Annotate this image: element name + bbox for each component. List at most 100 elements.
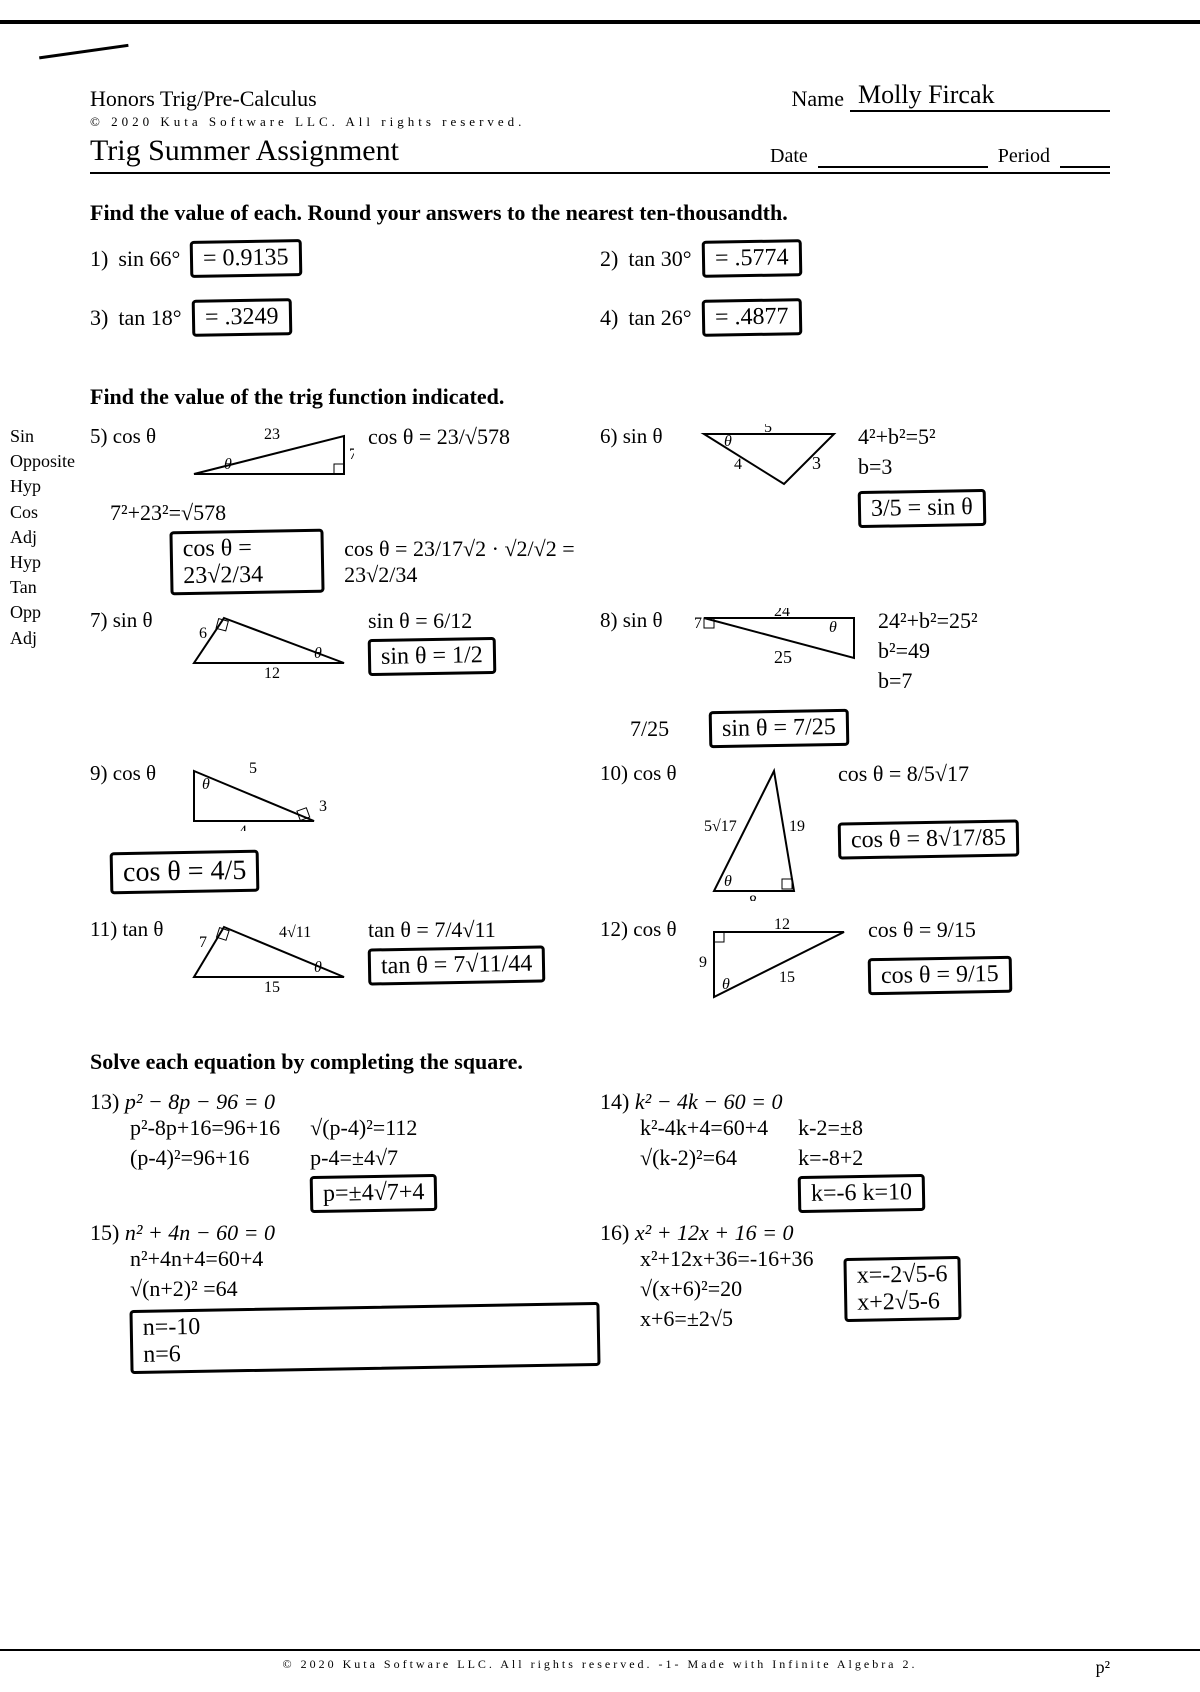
p5w3: cos θ = 23/17√2 · √2/√2 = 23√2/34 xyxy=(344,536,600,588)
p13e: p² − 8p − 96 = 0 xyxy=(125,1089,275,1114)
svg-text:θ: θ xyxy=(202,776,210,793)
name-label: Name xyxy=(791,86,844,112)
row-5-6: 5) cos θ 237θ cos θ = 23/√578 7²+23²=√57… xyxy=(90,424,1110,608)
p6w2: b=3 xyxy=(858,454,986,480)
svg-text:5: 5 xyxy=(764,424,772,436)
mn5: Adj xyxy=(10,525,75,550)
problem-2: 2) tan 30° = .5774 xyxy=(600,240,1110,277)
name-value: Molly Fircak xyxy=(850,80,1110,112)
row-11-12: 11) tan θ 74√1115 θ tan θ = 7/4√11 tan θ… xyxy=(90,917,1110,1023)
mn4: Cos xyxy=(10,500,75,525)
svg-text:6: 6 xyxy=(199,625,207,642)
p13n: 13) xyxy=(90,1089,119,1114)
svg-text:θ: θ xyxy=(722,976,730,993)
svg-text:12: 12 xyxy=(774,917,790,933)
p4-answer: = .4877 xyxy=(701,298,801,337)
p14n: 14) xyxy=(600,1089,629,1114)
p10-triangle: 5√17198 θ xyxy=(694,761,824,901)
mn1: Opposite xyxy=(10,449,75,474)
p7-triangle: 6 12 θ xyxy=(184,608,354,678)
p12-boxed: cos θ = 9/15 xyxy=(868,956,1012,996)
p10e: cos θ xyxy=(633,761,676,785)
p8w2: b²=49 xyxy=(878,638,978,664)
p3-num: 3) xyxy=(90,305,108,331)
svg-text:4√11: 4√11 xyxy=(279,924,311,941)
problem-15: 15) n² + 4n − 60 = 0 xyxy=(90,1220,600,1246)
name-field: Name Molly Fircak xyxy=(791,80,1110,112)
p14w0: k²-4k+4=60+4 xyxy=(640,1115,768,1141)
p12e: cos θ xyxy=(633,917,676,941)
svg-text:θ: θ xyxy=(314,645,322,662)
p11w1: tan θ = 7/4√11 xyxy=(368,917,545,943)
p14-boxed: k=-6 k=10 xyxy=(798,1174,926,1213)
header-row: Honors Trig/Pre-Calculus Name Molly Firc… xyxy=(90,80,1110,112)
p8w1: 24²+b²=25² xyxy=(878,608,978,634)
mn2: Hyp xyxy=(10,474,75,499)
svg-text:9: 9 xyxy=(699,954,707,971)
p9n: 9) xyxy=(90,761,108,785)
svg-text:5√17: 5√17 xyxy=(704,818,737,835)
course-name: Honors Trig/Pre-Calculus xyxy=(90,86,317,112)
page-title: Trig Summer Assignment xyxy=(90,134,399,168)
section1-row1: 1) sin 66° = 0.9135 2) tan 30° = .5774 xyxy=(90,240,1110,299)
problem-8: 8) sin θ 247 25 θ 24²+b²=25² b²=49 b=7 xyxy=(600,608,1110,694)
p15w1: √(n+2)² =64 xyxy=(130,1276,600,1302)
p11e: tan θ xyxy=(122,917,163,941)
problem-16: 16) x² + 12x + 16 = 0 xyxy=(600,1220,1110,1246)
p9-boxed: cos θ = 4/5 xyxy=(110,850,260,895)
svg-text:12: 12 xyxy=(264,665,280,678)
p15e: n² + 4n − 60 = 0 xyxy=(125,1220,275,1245)
p15-boxed: n=-10 n=6 xyxy=(129,1302,600,1374)
footer: © 2020 Kuta Software LLC. All rights res… xyxy=(0,1649,1200,1672)
p3-answer: = .3249 xyxy=(191,298,291,337)
row-7-8: 7) sin θ 612 θ sin θ = 6/12 sin θ = 1/2 … xyxy=(90,608,1110,761)
section3-heading: Solve each equation by completing the sq… xyxy=(90,1049,1110,1075)
section1-heading: Find the value of each. Round your answe… xyxy=(90,200,1110,226)
p10-boxed: cos θ = 8√17/85 xyxy=(838,819,1019,859)
mn6: Hyp xyxy=(10,550,75,575)
p9-triangle: 543 θ xyxy=(184,761,334,831)
p7n: 7) xyxy=(90,608,108,632)
p13w1: (p-4)²=96+16 xyxy=(130,1145,280,1171)
mn0: Sin xyxy=(10,424,75,449)
p13w3: p-4=±4√7 xyxy=(310,1145,437,1171)
p2-expr: tan 30° xyxy=(628,246,691,272)
p13w2: √(p-4)²=112 xyxy=(310,1115,437,1141)
p8-triangle: 247 25 θ xyxy=(694,608,864,688)
svg-text:25: 25 xyxy=(774,647,792,667)
problem-5: 5) cos θ 237θ cos θ = 23/√578 xyxy=(90,424,600,484)
p15n: 15) xyxy=(90,1220,119,1245)
svg-text:23: 23 xyxy=(264,426,280,443)
problem-12: 12) cos θ 12 9 15 θ cos θ = 9/15 cos θ = 9… xyxy=(600,917,1110,1007)
p16w1: √(x+6)²=20 xyxy=(640,1276,814,1302)
p1-num: 1) xyxy=(90,246,108,272)
p16n: 16) xyxy=(600,1220,629,1245)
p12w1: cos θ = 9/15 xyxy=(868,917,1012,943)
p12n: 12) xyxy=(600,917,628,941)
title-row: Trig Summer Assignment Date Period xyxy=(90,134,1110,174)
margin-notes: Sin Opposite Hyp Cos Adj Hyp Tan Opp Adj xyxy=(10,424,75,651)
p7w1: sin θ = 6/12 xyxy=(368,608,496,634)
svg-text:15: 15 xyxy=(779,969,795,986)
p1-expr: sin 66° xyxy=(118,246,180,272)
svg-text:5: 5 xyxy=(249,761,257,777)
p13-boxed: p=±4√7+4 xyxy=(310,1174,438,1213)
p6n: 6) xyxy=(600,424,618,448)
p8-side: 7/25 xyxy=(630,716,669,742)
svg-text:24: 24 xyxy=(774,608,790,620)
p14e: k² − 4k − 60 = 0 xyxy=(635,1089,783,1114)
p16-boxed: x=-2√5-6 x+2√5-6 xyxy=(843,1256,961,1322)
p16w2: x+6=±2√5 xyxy=(640,1306,814,1332)
section2-heading: Find the value of the trig function indi… xyxy=(90,384,1110,410)
problem-13: 13) p² − 8p − 96 = 0 xyxy=(90,1089,600,1115)
p5w2: 7²+23²=√578 xyxy=(110,500,600,526)
row-13-14: 13) p² − 8p − 96 = 0 p²-8p+16=96+16 (p-4… xyxy=(90,1089,1110,1212)
footer-text: © 2020 Kuta Software LLC. All rights res… xyxy=(282,1657,917,1671)
p5-boxed: cos θ = 23√2/34 xyxy=(169,529,324,596)
p8w3: b=7 xyxy=(878,668,978,694)
p8e: sin θ xyxy=(623,608,663,632)
svg-text:15: 15 xyxy=(264,979,280,996)
p5-triangle: 237θ xyxy=(184,424,354,484)
p6e: sin θ xyxy=(623,424,663,448)
problem-10: 10) cos θ 5√17198 θ cos θ = 8/5√17 cos θ… xyxy=(600,761,1110,901)
